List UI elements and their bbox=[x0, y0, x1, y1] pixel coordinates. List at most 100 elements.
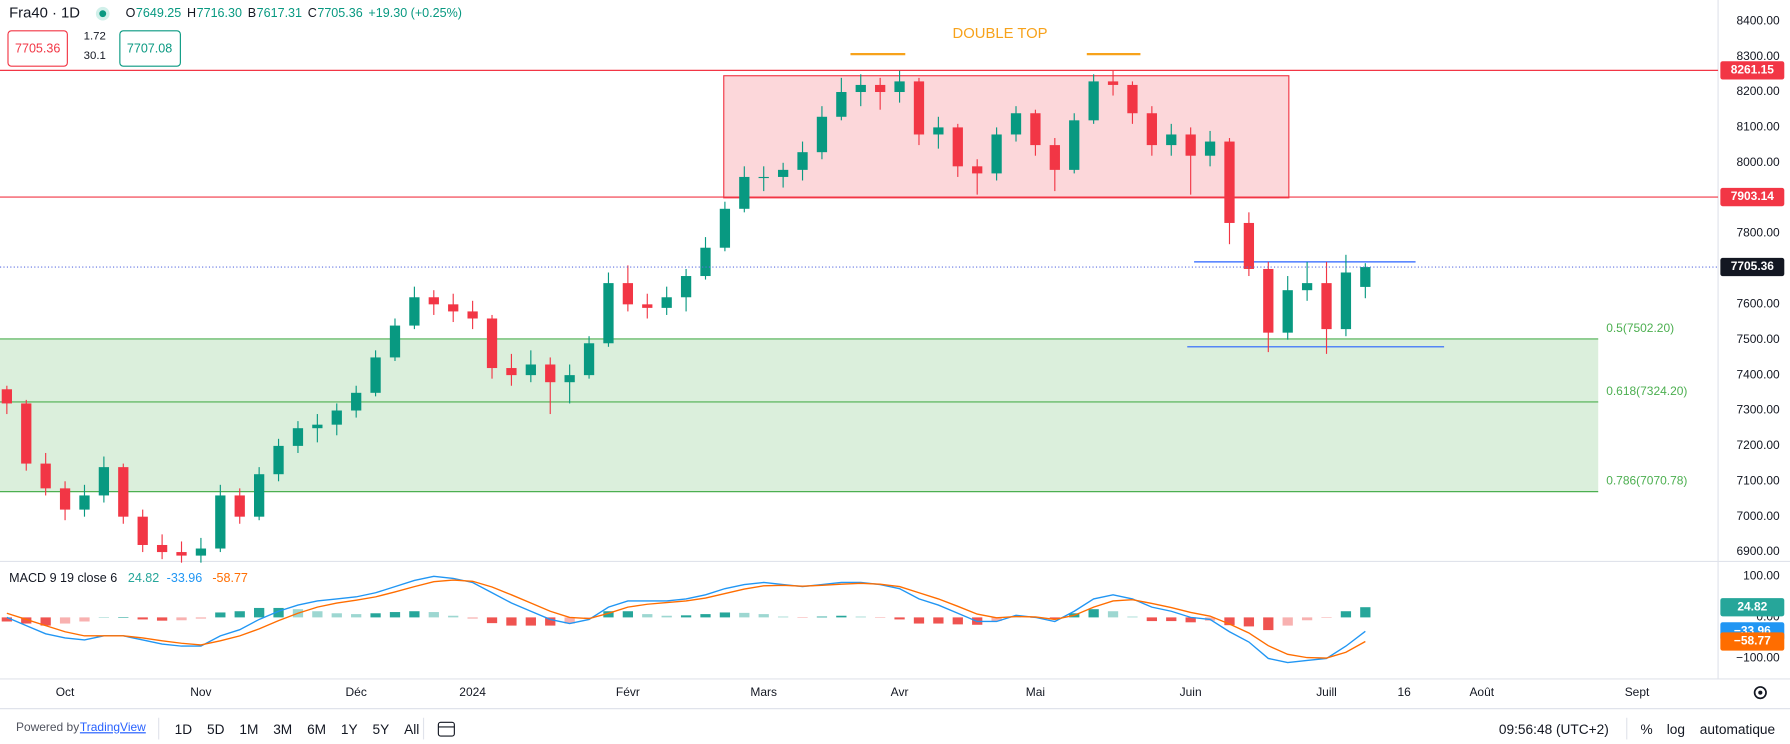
buy-box[interactable] bbox=[119, 30, 181, 67]
calendar-icon bbox=[437, 721, 455, 737]
x-tick-label: Mai bbox=[1026, 685, 1045, 699]
candle-body bbox=[836, 92, 847, 117]
interval-button[interactable]: 5D bbox=[207, 722, 225, 737]
candle-body bbox=[1049, 145, 1060, 170]
candle-body bbox=[680, 276, 692, 298]
macd-value-label: −58.77 bbox=[1734, 634, 1771, 648]
macd-histogram-bar bbox=[661, 615, 672, 618]
y-tick-label: 8200.00 bbox=[1736, 84, 1780, 98]
candle-body bbox=[1, 389, 12, 404]
candle-body bbox=[1107, 81, 1119, 85]
auto-toggle[interactable]: automatique bbox=[1700, 722, 1775, 737]
brand-link[interactable]: TradingView bbox=[80, 720, 146, 734]
candle-body bbox=[1069, 120, 1080, 170]
candle-body bbox=[1263, 268, 1274, 333]
interval-button[interactable]: 5Y bbox=[373, 722, 390, 737]
candle-body bbox=[215, 495, 226, 549]
interval-button[interactable]: 1D bbox=[175, 722, 193, 737]
macd-value-label-box bbox=[1720, 632, 1785, 651]
ohlc-value: 7649.25 bbox=[136, 6, 181, 20]
macd-histogram-bar bbox=[1224, 617, 1235, 626]
candle-body bbox=[855, 84, 866, 93]
hline-price-label: 8261.15 bbox=[1731, 63, 1775, 77]
macd-hist-label: 24.82 bbox=[1737, 599, 1767, 613]
macd-histogram-bar bbox=[816, 616, 828, 618]
ohlc-key: H bbox=[187, 6, 196, 20]
candle-body bbox=[894, 81, 905, 93]
macd-histogram-bar bbox=[875, 617, 886, 618]
macd-line-value: -33.96 bbox=[167, 571, 203, 585]
y-tick-label: 7600.00 bbox=[1736, 297, 1780, 311]
candle-body bbox=[816, 116, 828, 153]
candle-body bbox=[1360, 267, 1371, 287]
y-tick-label: 8100.00 bbox=[1736, 120, 1780, 134]
interval-button[interactable]: 3M bbox=[273, 722, 292, 737]
settings-button[interactable] bbox=[1753, 686, 1767, 700]
macd-histogram-bar bbox=[1360, 607, 1371, 618]
y-tick-label: 7500.00 bbox=[1736, 332, 1780, 346]
macd-signal-value: -58.77 bbox=[212, 571, 248, 585]
candle-body bbox=[1185, 134, 1196, 156]
main-pane: 0.5(7502.20) 0.618(7324.20) 0.786(7070.78)… bbox=[0, 13, 1785, 563]
candle-body bbox=[40, 463, 51, 489]
candle-body bbox=[156, 544, 168, 553]
macd-title: MACD 9 19 close 6 bbox=[9, 571, 117, 585]
y-tick-label: 7800.00 bbox=[1736, 226, 1780, 240]
sell-box[interactable] bbox=[7, 30, 68, 67]
candle-body bbox=[739, 176, 750, 209]
log-toggle[interactable]: log bbox=[1667, 722, 1685, 737]
ohlc-key: O bbox=[126, 6, 136, 20]
x-tick-label: Déc bbox=[346, 685, 367, 699]
candle-body bbox=[1301, 283, 1313, 291]
macd-histogram-bar bbox=[486, 617, 498, 624]
x-tick-label: Oct bbox=[56, 685, 75, 699]
macd-histogram-bar bbox=[1263, 617, 1274, 631]
candle-body bbox=[486, 318, 498, 369]
goto-date-button[interactable] bbox=[437, 721, 455, 737]
macd-histogram-bar bbox=[428, 612, 439, 618]
macd-histogram-bar bbox=[389, 612, 401, 618]
x-tick-label: Nov bbox=[190, 685, 211, 699]
macd-histogram-bar bbox=[215, 612, 226, 618]
ohlc-value: 7705.36 bbox=[317, 6, 362, 20]
y-tick-label: 7300.00 bbox=[1736, 403, 1780, 417]
x-tick-label: Sept bbox=[1625, 685, 1650, 699]
x-tick-label: Avr bbox=[891, 685, 909, 699]
fib-label: 0.618(7324.20) bbox=[1606, 384, 1687, 398]
candle-body bbox=[952, 127, 963, 167]
sell-price: 7705.36 bbox=[15, 41, 60, 55]
macd-histogram-bar bbox=[642, 614, 653, 618]
candle-body bbox=[991, 134, 1002, 174]
candle-body bbox=[913, 81, 925, 135]
macd-y-tick-label: −100.00 bbox=[1736, 651, 1780, 665]
y-tick-label: 7000.00 bbox=[1736, 509, 1780, 523]
candle-body bbox=[137, 516, 148, 545]
spread-bottom: 30.1 bbox=[84, 50, 106, 62]
candle-body bbox=[1030, 113, 1041, 146]
macd-histogram-bar bbox=[1340, 611, 1352, 618]
macd-histogram-bar bbox=[894, 617, 905, 620]
macd-histogram-bar bbox=[913, 617, 925, 624]
candle-body bbox=[59, 488, 71, 510]
candle-body bbox=[389, 325, 401, 358]
macd-histogram-bar bbox=[545, 617, 556, 626]
candle-body bbox=[622, 283, 634, 305]
interval-button[interactable]: 1Y bbox=[341, 722, 358, 737]
symbol: Fra40 · 1D bbox=[9, 6, 80, 22]
x-tick-label: Août bbox=[1469, 685, 1494, 699]
candle-body bbox=[254, 474, 265, 517]
interval-button[interactable]: All bbox=[404, 722, 419, 737]
candle-body bbox=[79, 495, 90, 510]
macd-histogram-bar bbox=[700, 614, 711, 618]
gear-icon bbox=[1753, 686, 1767, 700]
candle-body bbox=[1146, 113, 1157, 146]
macd-histogram-bar bbox=[506, 617, 517, 626]
interval-button[interactable]: 6M bbox=[307, 722, 326, 737]
candle-body bbox=[719, 208, 731, 248]
percent-toggle[interactable]: % bbox=[1640, 722, 1652, 737]
candle-body bbox=[331, 410, 342, 425]
interval-button[interactable]: 1M bbox=[239, 722, 258, 737]
macd-histogram-bar bbox=[1146, 617, 1157, 622]
